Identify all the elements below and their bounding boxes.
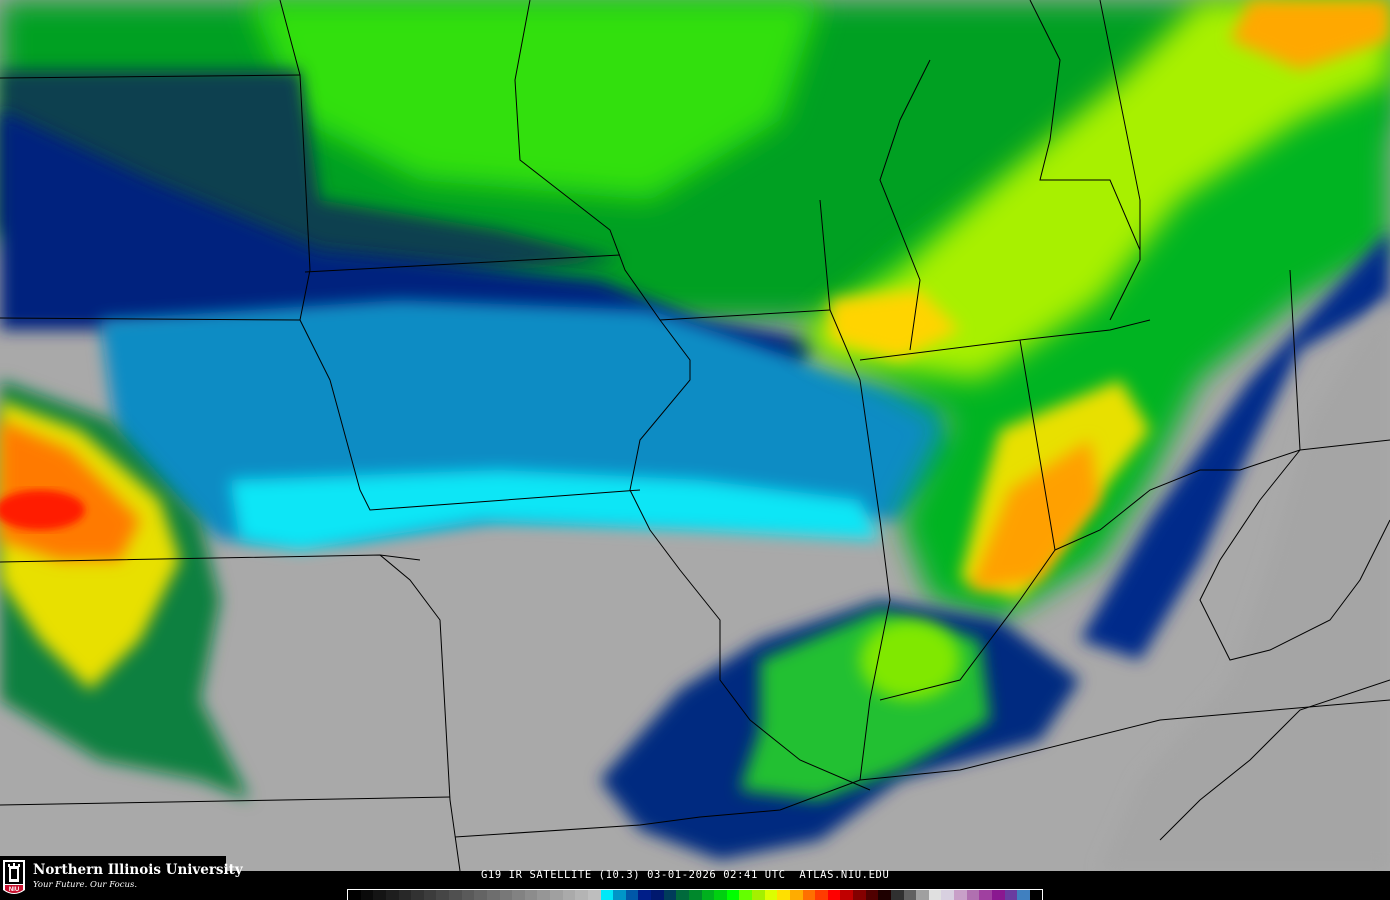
colorbar-swatch bbox=[663, 890, 677, 900]
colorbar-swatch bbox=[587, 890, 601, 900]
colorbar-swatch bbox=[827, 890, 841, 900]
colorbar-swatch bbox=[890, 890, 904, 900]
state-boundaries bbox=[0, 0, 1390, 871]
colorbar-swatch bbox=[373, 890, 386, 900]
colorbar-swatch bbox=[436, 890, 449, 900]
colorbar-swatch bbox=[853, 890, 866, 900]
colorbar-swatch bbox=[739, 890, 752, 900]
logo-tagline: Your Future. Our Focus. bbox=[33, 880, 138, 890]
colorbar-swatch bbox=[524, 890, 538, 900]
colorbar-swatch bbox=[991, 890, 1005, 900]
colorbar-swatch bbox=[613, 890, 626, 900]
colorbar-swatch bbox=[486, 890, 500, 900]
colorbar-swatch bbox=[651, 890, 664, 900]
satellite-map[interactable] bbox=[0, 0, 1390, 871]
temperature-colorbar bbox=[347, 889, 1043, 900]
colorbar-swatch bbox=[764, 890, 778, 900]
colorbar-swatch bbox=[701, 890, 715, 900]
colorbar-swatch bbox=[562, 890, 576, 900]
colorbar-swatch bbox=[903, 890, 917, 900]
colorbar-swatch bbox=[878, 890, 891, 900]
colorbar-swatch bbox=[916, 890, 929, 900]
cloud-layer bbox=[0, 0, 1390, 871]
colorbar-swatch bbox=[385, 890, 399, 900]
colorbar-swatch bbox=[600, 890, 614, 900]
colorbar-swatch bbox=[954, 890, 967, 900]
niu-shield-icon: NIU bbox=[3, 860, 25, 894]
colorbar-swatch bbox=[815, 890, 828, 900]
colorbar-swatch bbox=[676, 890, 689, 900]
colorbar-swatch bbox=[726, 890, 740, 900]
colorbar-swatch bbox=[966, 890, 980, 900]
colorbar-swatch bbox=[865, 890, 879, 900]
colorbar-swatch bbox=[537, 890, 550, 900]
colorbar-swatch bbox=[360, 890, 374, 900]
colorbar-swatch bbox=[575, 890, 588, 900]
image-caption: G19 IR SATELLITE (10.3) 03-01-2026 02:41… bbox=[481, 869, 890, 881]
colorbar-swatch bbox=[789, 890, 803, 900]
colorbar-swatch bbox=[550, 890, 563, 900]
colorbar-swatch bbox=[1017, 890, 1030, 900]
colorbar-swatch bbox=[423, 890, 437, 900]
colorbar-swatch bbox=[777, 890, 790, 900]
colorbar-swatch bbox=[941, 890, 954, 900]
colorbar-swatch bbox=[714, 890, 727, 900]
colorbar-swatch bbox=[499, 890, 513, 900]
colorbar-swatch bbox=[840, 890, 853, 900]
niu-logo[interactable]: NIU Northern Illinois University Your Fu… bbox=[0, 856, 243, 900]
colorbar-swatch bbox=[688, 890, 702, 900]
colorbar-swatch bbox=[461, 890, 475, 900]
colorbar-swatch bbox=[1004, 890, 1018, 900]
colorbar-swatch bbox=[802, 890, 816, 900]
colorbar-swatch bbox=[638, 890, 651, 900]
colorbar-swatch bbox=[752, 890, 765, 900]
colorbar-swatch bbox=[979, 890, 992, 900]
colorbar-swatch bbox=[474, 890, 487, 900]
logo-name: Northern Illinois University bbox=[33, 862, 243, 878]
colorbar-swatch bbox=[625, 890, 639, 900]
colorbar-swatch bbox=[411, 890, 424, 900]
colorbar-swatch bbox=[348, 890, 361, 900]
colorbar-swatch bbox=[512, 890, 525, 900]
colorbar-swatch bbox=[1029, 890, 1043, 900]
colorbar-swatch bbox=[398, 890, 412, 900]
colorbar-swatch bbox=[928, 890, 942, 900]
niu-badge-text: NIU bbox=[9, 887, 19, 893]
colorbar-swatch bbox=[449, 890, 462, 900]
